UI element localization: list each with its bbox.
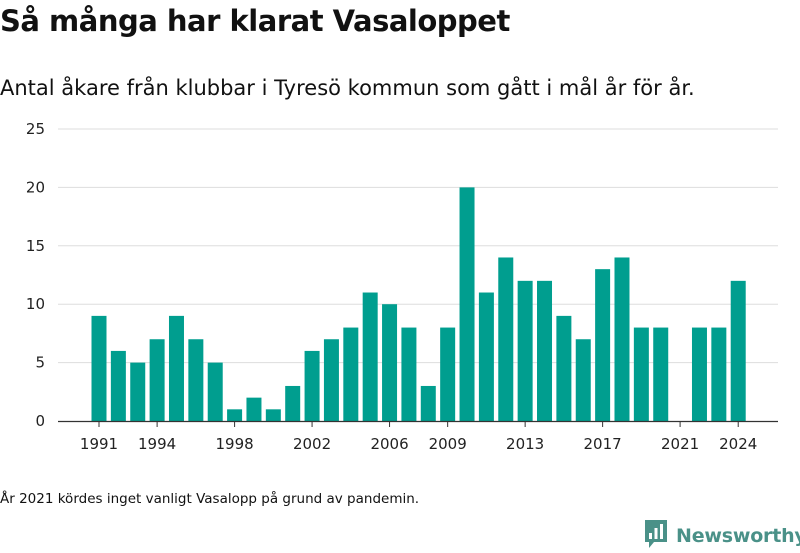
bar <box>188 339 204 421</box>
y-tick-label: 10 <box>26 295 45 313</box>
bar <box>382 304 398 421</box>
newsworthy-logo[interactable]: Newsworthy <box>644 519 800 553</box>
bar <box>478 292 494 421</box>
gridlines <box>58 128 778 364</box>
bar <box>285 385 301 421</box>
bar <box>459 187 475 421</box>
footnote: År 2021 kördes inget vanligt Vasalopp på… <box>0 491 420 507</box>
newsworthy-logo-icon <box>644 519 668 553</box>
bar <box>323 339 339 421</box>
newsworthy-logo-text: Newsworthy <box>676 525 800 547</box>
bar <box>168 315 184 421</box>
bar <box>91 315 107 421</box>
bar-chart: 0 5 10 15 20 25 1991 1994 1998 2002 2006 2009 2013 2… <box>26 120 778 453</box>
x-tick-label: 2009 <box>429 435 467 453</box>
bar <box>653 327 669 421</box>
bar <box>730 280 746 421</box>
bar <box>595 269 611 421</box>
bar <box>498 257 514 421</box>
chart-subtitle: Antal åkare från klubbar i Tyresö kommun… <box>0 76 695 100</box>
x-tick-label: 1994 <box>138 435 176 453</box>
x-tick-label: 1991 <box>80 435 118 453</box>
y-tick-label: 25 <box>26 120 45 138</box>
bar <box>265 409 281 421</box>
bar <box>304 350 320 421</box>
bar <box>420 385 436 421</box>
bar <box>227 409 243 421</box>
bar <box>343 327 359 421</box>
y-tick-label: 20 <box>26 178 45 196</box>
bar <box>149 339 165 421</box>
x-tick-label: 2024 <box>719 435 757 453</box>
y-tick-label: 0 <box>35 412 45 430</box>
y-tick-label: 15 <box>26 237 45 255</box>
x-tick-label: 1998 <box>215 435 253 453</box>
bar <box>517 280 533 421</box>
x-tick-label: 2006 <box>370 435 408 453</box>
bar <box>110 350 126 421</box>
bar <box>401 327 417 421</box>
bar <box>633 327 649 421</box>
x-tick-label: 2002 <box>293 435 331 453</box>
bar <box>537 280 553 421</box>
bar <box>691 327 707 421</box>
bar <box>614 257 630 421</box>
x-tick-label: 2021 <box>661 435 699 453</box>
y-tick-label: 5 <box>35 354 45 372</box>
bar <box>440 327 456 421</box>
bar <box>207 362 223 421</box>
x-tick-label: 2017 <box>584 435 622 453</box>
bars <box>91 187 746 421</box>
bar <box>362 292 378 421</box>
bar <box>575 339 591 421</box>
bar <box>130 362 146 421</box>
chart-title: Så många har klarat Vasaloppet <box>0 4 510 38</box>
bar <box>711 327 727 421</box>
y-axis-tick-labels: 0 5 10 15 20 25 <box>26 120 45 430</box>
x-axis: 1991 1994 1998 2002 2006 2009 2013 2017 2021 2024 <box>58 420 778 453</box>
bar <box>556 315 572 421</box>
x-tick-label: 2013 <box>506 435 544 453</box>
bar <box>246 397 262 421</box>
